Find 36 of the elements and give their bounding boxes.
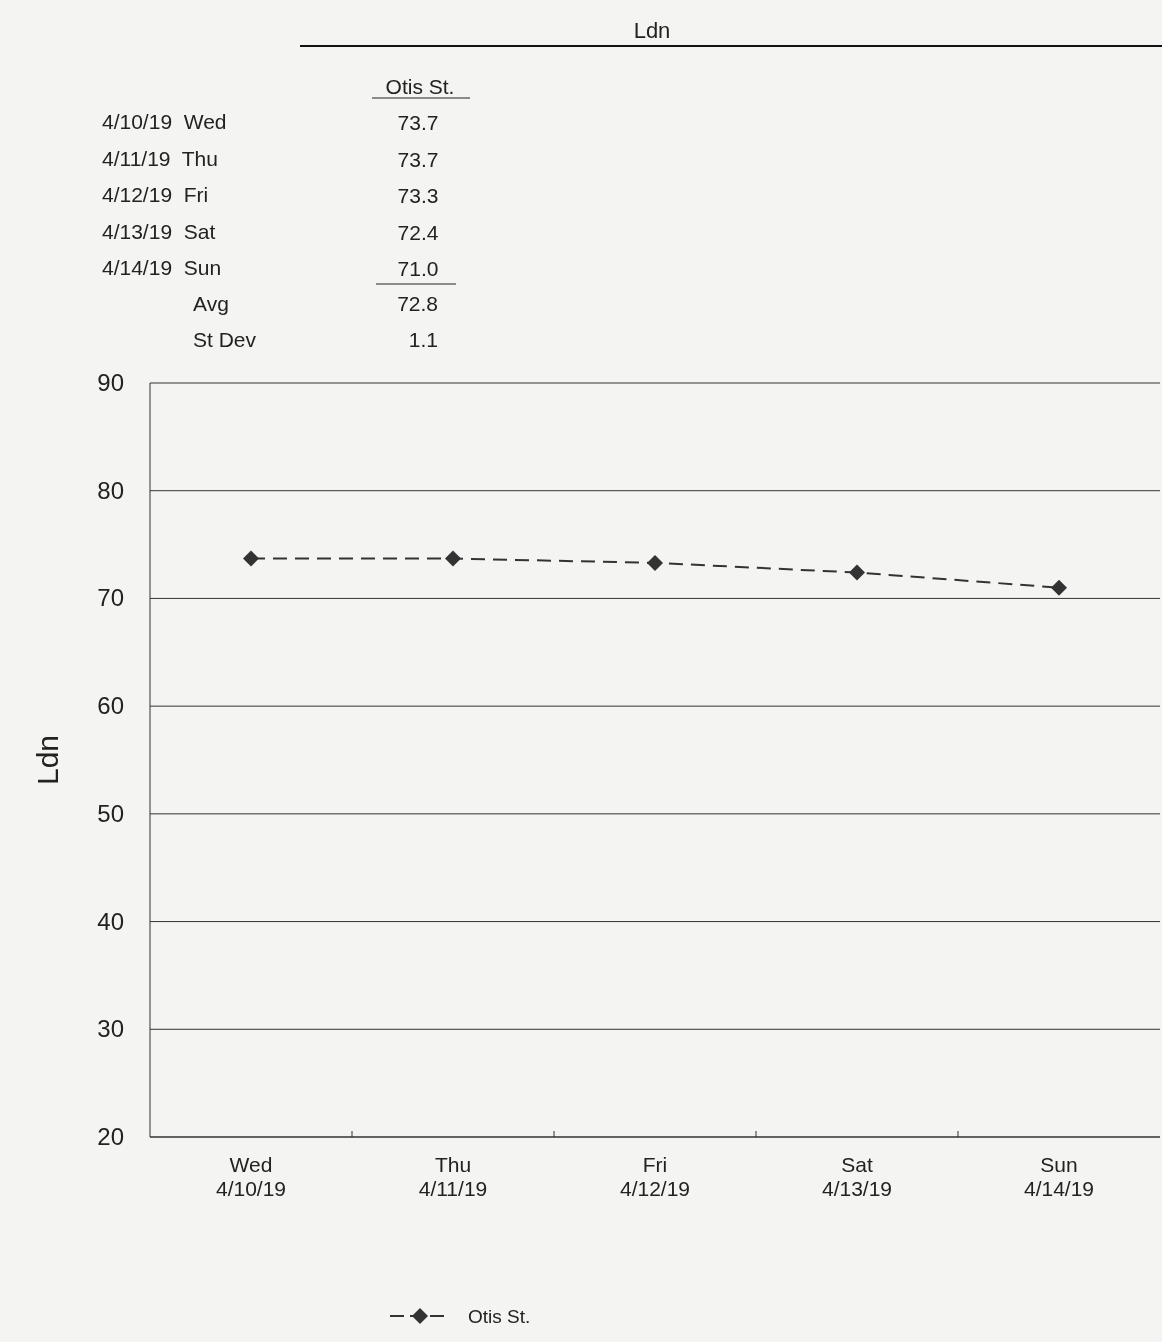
y-tick-label: 50: [97, 799, 124, 827]
point: [243, 550, 259, 567]
y-tick-label: 70: [97, 584, 124, 612]
x-tick-label: Thu 4/11/19: [418, 1153, 488, 1200]
chart-title: Ldn: [633, 18, 671, 43]
point: [849, 564, 865, 581]
point: [1051, 579, 1067, 596]
point: [445, 550, 461, 567]
text: 72.8: [397, 292, 438, 315]
x-tick-label: Sat 4/13/19: [821, 1153, 893, 1200]
text: 71.0: [397, 257, 439, 280]
y-axis-title: Ldn: [31, 734, 64, 786]
y-tick-label: 20: [97, 1123, 124, 1150]
text: 4/10/19 Wed: [102, 110, 227, 133]
text: 73.7: [397, 111, 439, 134]
text: 72.4: [397, 220, 439, 244]
y-tick-label: 60: [97, 692, 124, 720]
text: 4/11/19 Thu: [102, 146, 218, 170]
text: Avg: [193, 292, 229, 315]
text: Otis St.: [385, 75, 455, 98]
y-tick-label: 80: [97, 476, 124, 504]
x-tick-label: Sun 4/14/19: [1023, 1153, 1095, 1200]
text: 1.1: [408, 328, 438, 351]
text: 73.3: [397, 184, 439, 207]
text: St Dev: [193, 328, 257, 351]
text: 4/13/19 Sat: [102, 219, 216, 243]
y-tick-label: 40: [97, 907, 124, 935]
y-tick-label: 30: [97, 1015, 124, 1043]
x-tick-label: Fri 4/12/19: [619, 1153, 691, 1200]
text: 73.7: [397, 147, 439, 171]
text: 4/14/19 Sun: [102, 256, 222, 279]
text: 4/12/19 Fri: [102, 183, 209, 206]
x-tick-label: Wed 4/10/19: [215, 1153, 287, 1200]
legend-label: Otis St.: [468, 1306, 531, 1327]
point: [647, 554, 663, 571]
y-tick-label: 90: [97, 369, 124, 396]
